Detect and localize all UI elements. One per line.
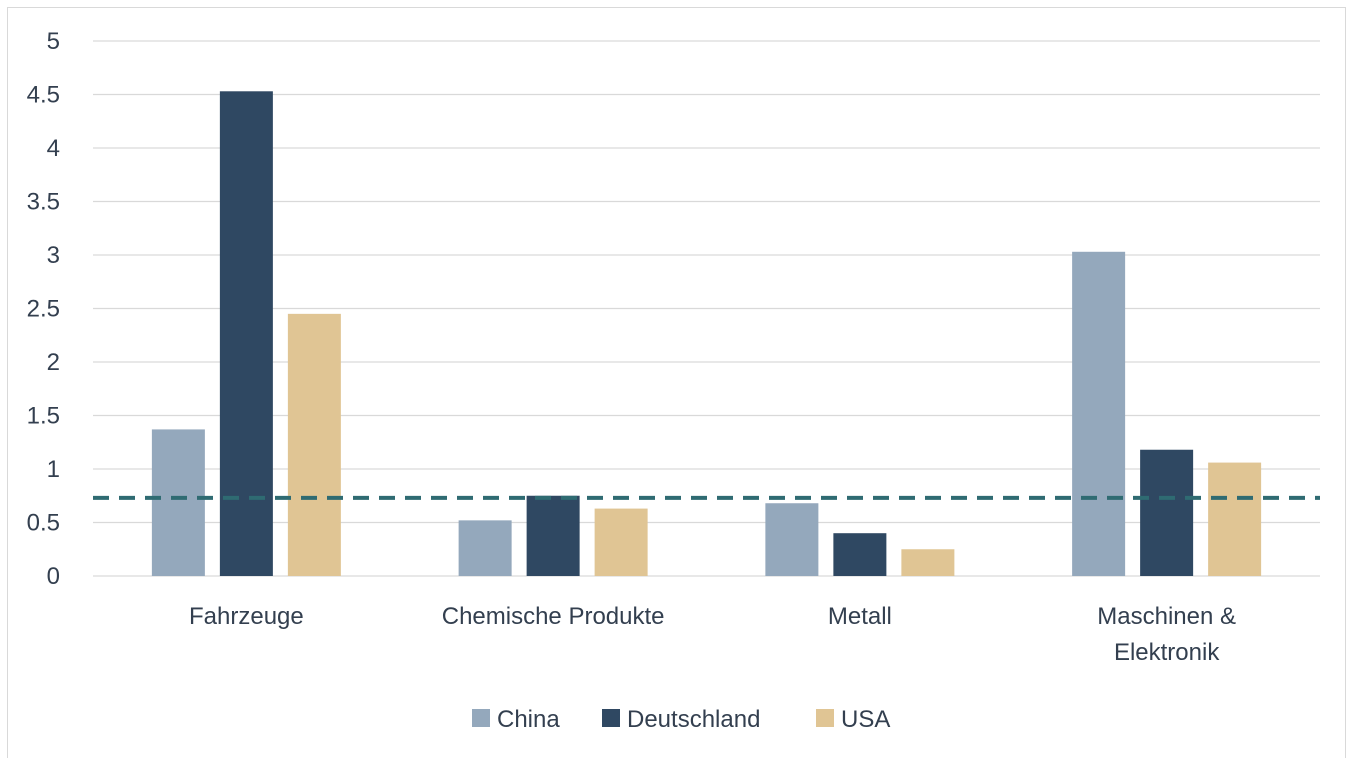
bar-china-2 bbox=[765, 503, 819, 576]
bars bbox=[151, 91, 1262, 577]
bar-deutschland-1 bbox=[526, 495, 580, 576]
bar-deutschland-3 bbox=[1140, 449, 1194, 576]
bar-china-1 bbox=[458, 520, 512, 576]
x-category-label: Elektronik bbox=[1114, 639, 1220, 666]
legend-label-deutschland: Deutschland bbox=[627, 706, 760, 733]
legend-swatch-usa bbox=[816, 709, 834, 727]
y-tick-label: 3 bbox=[47, 242, 60, 269]
bar-usa-2 bbox=[901, 549, 955, 576]
legend: China Deutschland USA bbox=[472, 706, 890, 733]
y-axis-labels: 0 0.5 1 1.5 2 2.5 3 3.5 4 4.5 5 bbox=[27, 28, 60, 590]
bar-china-3 bbox=[1072, 251, 1126, 577]
bar-usa-0 bbox=[287, 313, 341, 576]
y-tick-label: 4 bbox=[47, 135, 60, 162]
x-category-label: Maschinen & bbox=[1097, 603, 1236, 630]
x-category-label: Chemische Produkte bbox=[442, 603, 665, 630]
y-tick-label: 0 bbox=[47, 563, 60, 590]
y-tick-label: 3.5 bbox=[27, 189, 60, 216]
x-axis-labels: Fahrzeuge Chemische Produkte Metall Maschin… bbox=[189, 603, 1236, 666]
y-tick-label: 2.5 bbox=[27, 296, 60, 323]
bar-usa-1 bbox=[594, 508, 648, 576]
gridlines bbox=[93, 40, 1320, 577]
x-category-label: Metall bbox=[828, 603, 892, 630]
y-tick-label: 4.5 bbox=[27, 82, 60, 109]
legend-swatch-china bbox=[472, 709, 490, 727]
legend-label-usa: USA bbox=[841, 706, 890, 733]
bar-usa-3 bbox=[1208, 462, 1262, 576]
legend-swatch-deutschland bbox=[602, 709, 620, 727]
bar-deutschland-0 bbox=[219, 91, 273, 576]
y-tick-label: 5 bbox=[47, 28, 60, 55]
x-category-label: Fahrzeuge bbox=[189, 603, 304, 630]
bar-deutschland-2 bbox=[833, 533, 887, 576]
y-tick-label: 0.5 bbox=[27, 510, 60, 537]
y-tick-label: 2 bbox=[47, 349, 60, 376]
legend-label-china: China bbox=[497, 706, 560, 733]
y-tick-label: 1 bbox=[47, 456, 60, 483]
bar-china-0 bbox=[151, 429, 205, 576]
y-tick-label: 1.5 bbox=[27, 403, 60, 430]
